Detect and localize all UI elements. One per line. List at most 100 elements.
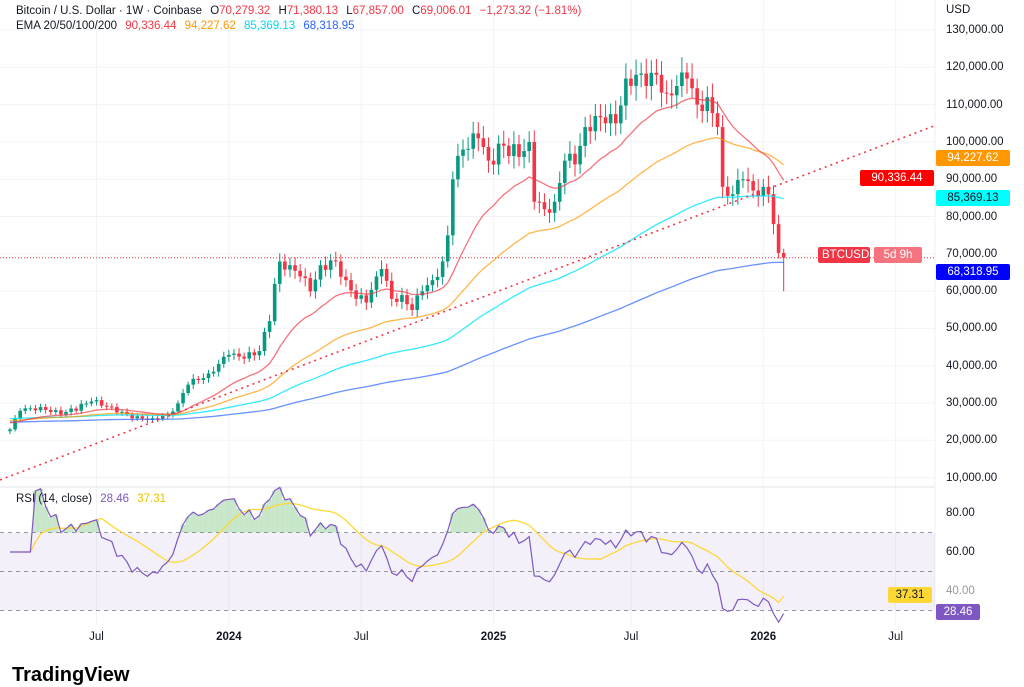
ema20-badge: 90,336.44 xyxy=(860,170,934,186)
candle-body xyxy=(476,133,480,138)
candle-body xyxy=(324,265,328,270)
tradingview-logo[interactable]: TradingView xyxy=(12,664,129,687)
rsi-value: 28.46 xyxy=(100,493,129,505)
rsi-overbought-fill xyxy=(191,512,196,532)
candle-body xyxy=(695,88,699,104)
symbol-legend: Bitcoin / U.S. Dollar · 1W · Coinbase O7… xyxy=(16,4,586,18)
rsi-overbought-fill xyxy=(206,510,211,532)
candle-body xyxy=(583,127,587,146)
price-axis-label: 30,000.00 xyxy=(946,396,997,410)
candle-body xyxy=(69,409,73,412)
candle-body xyxy=(619,106,623,124)
candle-body xyxy=(74,409,78,411)
candle-body xyxy=(568,154,572,161)
time-axis-label: Jul xyxy=(888,630,903,644)
candle-body xyxy=(492,161,496,165)
candle-body xyxy=(517,144,521,157)
rsi-overbought-fill xyxy=(257,516,262,533)
candle-body xyxy=(527,142,531,151)
candle-body xyxy=(359,295,363,298)
rsi-overbought-fill xyxy=(216,504,221,532)
ema200-value: 68,318.95 xyxy=(303,20,354,32)
candle-body xyxy=(349,280,353,290)
candle-body xyxy=(273,284,277,321)
ema50-badge: 94,227.62 xyxy=(936,150,1010,166)
rsi-overbought-fill xyxy=(211,509,216,532)
candle-body xyxy=(543,202,547,209)
candle-body xyxy=(716,113,720,127)
candle-body xyxy=(105,406,109,407)
candle-body xyxy=(253,352,257,355)
candle-body xyxy=(100,400,104,406)
rsi-axis-60: 60.00 xyxy=(946,545,975,559)
low-value: 67,857.00 xyxy=(353,5,404,17)
rsi-overbought-fill xyxy=(298,515,303,532)
rsi-overbought-fill xyxy=(252,519,257,532)
symbol-title: Bitcoin / U.S. Dollar · 1W · Coinbase xyxy=(16,5,202,17)
ema50-line xyxy=(10,138,784,421)
change-value: −1,273.32 (−1.81%) xyxy=(480,5,582,17)
rsi-badge: 28.46 xyxy=(936,604,980,620)
candle-body xyxy=(54,410,58,412)
candle-body xyxy=(319,265,323,279)
ema100-value: 85,369.13 xyxy=(244,20,295,32)
countdown-badge: 5d 9h xyxy=(874,247,922,263)
price-axis-label: 120,000.00 xyxy=(946,60,1004,74)
candle-body xyxy=(90,401,94,403)
currency-label: USD xyxy=(946,3,970,17)
candle-body xyxy=(141,416,145,418)
candle-body xyxy=(665,93,669,94)
candle-body xyxy=(711,97,715,113)
candle-body xyxy=(242,357,246,359)
candle-body xyxy=(395,299,399,302)
candle-body xyxy=(655,73,659,75)
price-axis-label: 50,000.00 xyxy=(946,321,997,335)
candle-body xyxy=(522,151,526,157)
ema100-line xyxy=(10,196,784,419)
candle-body xyxy=(186,385,190,393)
candle-body xyxy=(191,379,195,385)
rsi-legend[interactable]: RSI (14, close) 28.46 37.31 xyxy=(16,492,171,506)
candle-body xyxy=(578,146,582,165)
candle-body xyxy=(207,373,211,378)
price-axis-label: 10,000.00 xyxy=(946,471,997,485)
candle-body xyxy=(731,194,735,196)
rsi-overbought-fill xyxy=(236,509,241,533)
candle-body xyxy=(507,146,511,156)
close-value: 69,006.01 xyxy=(420,5,471,17)
candle-body xyxy=(8,429,12,431)
candle-body xyxy=(471,133,475,149)
candle-body xyxy=(609,114,613,123)
candle-body xyxy=(85,403,89,404)
candle-body xyxy=(79,404,83,411)
price-axis-label: 100,000.00 xyxy=(946,135,1004,149)
candle-body xyxy=(278,261,282,283)
candle-body xyxy=(314,280,318,292)
candle-body xyxy=(660,75,664,93)
candle-body xyxy=(782,253,786,258)
candle-body xyxy=(354,290,358,298)
candle-body xyxy=(644,74,648,86)
rsi-overbought-fill xyxy=(196,516,201,533)
rsi-overbought-fill xyxy=(282,500,287,533)
candle-body xyxy=(624,79,628,106)
candle-body xyxy=(258,351,262,355)
high-label: H xyxy=(279,5,287,17)
candle-body xyxy=(288,265,292,269)
symbol-badge: BTCUSD xyxy=(818,247,870,263)
candle-body xyxy=(39,407,43,410)
candle-body xyxy=(344,277,348,280)
candle-body xyxy=(512,144,516,156)
candle-body xyxy=(532,142,536,202)
candle-body xyxy=(614,114,618,123)
candle-body xyxy=(329,260,333,270)
candle-body xyxy=(29,408,33,409)
rsi-overbought-fill xyxy=(466,507,471,532)
rsi-axis-80: 80.00 xyxy=(946,506,975,520)
rsi-overbought-fill xyxy=(226,499,231,532)
rsi-ma-value: 37.31 xyxy=(137,493,166,505)
candle-body xyxy=(303,276,307,278)
candle-body xyxy=(217,364,221,372)
ema-legend[interactable]: EMA 20/50/100/200 90,336.44 94,227.62 85… xyxy=(16,19,360,33)
